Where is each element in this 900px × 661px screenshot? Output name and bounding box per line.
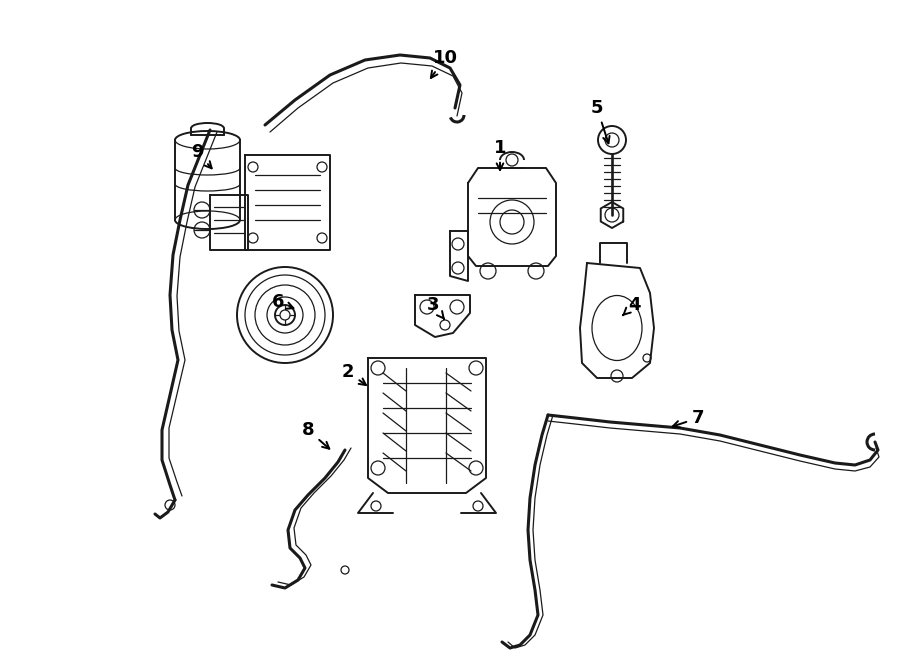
- Text: 8: 8: [302, 421, 329, 449]
- Text: 2: 2: [342, 363, 366, 385]
- Text: 9: 9: [191, 143, 211, 169]
- Text: 6: 6: [272, 293, 293, 311]
- Text: 5: 5: [590, 99, 609, 143]
- Text: 3: 3: [427, 296, 444, 319]
- Text: 7: 7: [672, 409, 704, 428]
- Circle shape: [280, 310, 290, 320]
- Text: 10: 10: [431, 49, 457, 78]
- Text: 4: 4: [623, 296, 640, 315]
- Text: 1: 1: [494, 139, 506, 170]
